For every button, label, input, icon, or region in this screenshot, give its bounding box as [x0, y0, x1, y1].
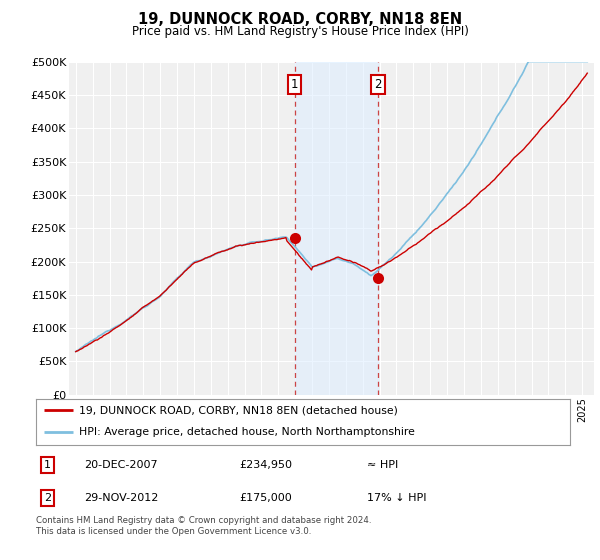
Text: 29-NOV-2012: 29-NOV-2012 [84, 493, 158, 503]
Text: 1: 1 [291, 78, 298, 91]
Text: £234,950: £234,950 [239, 460, 292, 470]
Text: 17% ↓ HPI: 17% ↓ HPI [367, 493, 427, 503]
Text: 1: 1 [44, 460, 51, 470]
Text: 19, DUNNOCK ROAD, CORBY, NN18 8EN (detached house): 19, DUNNOCK ROAD, CORBY, NN18 8EN (detac… [79, 405, 398, 416]
Text: 20-DEC-2007: 20-DEC-2007 [84, 460, 158, 470]
Bar [295, 62, 378, 395]
Text: ≈ HPI: ≈ HPI [367, 460, 398, 470]
Text: 19, DUNNOCK ROAD, CORBY, NN18 8EN: 19, DUNNOCK ROAD, CORBY, NN18 8EN [138, 12, 462, 27]
Text: HPI: Average price, detached house, North Northamptonshire: HPI: Average price, detached house, Nort… [79, 427, 415, 437]
Text: 2: 2 [44, 493, 52, 503]
Text: £175,000: £175,000 [239, 493, 292, 503]
Text: Contains HM Land Registry data © Crown copyright and database right 2024.
This d: Contains HM Land Registry data © Crown c… [36, 516, 371, 536]
Text: Price paid vs. HM Land Registry's House Price Index (HPI): Price paid vs. HM Land Registry's House … [131, 25, 469, 38]
Text: 2: 2 [374, 78, 382, 91]
